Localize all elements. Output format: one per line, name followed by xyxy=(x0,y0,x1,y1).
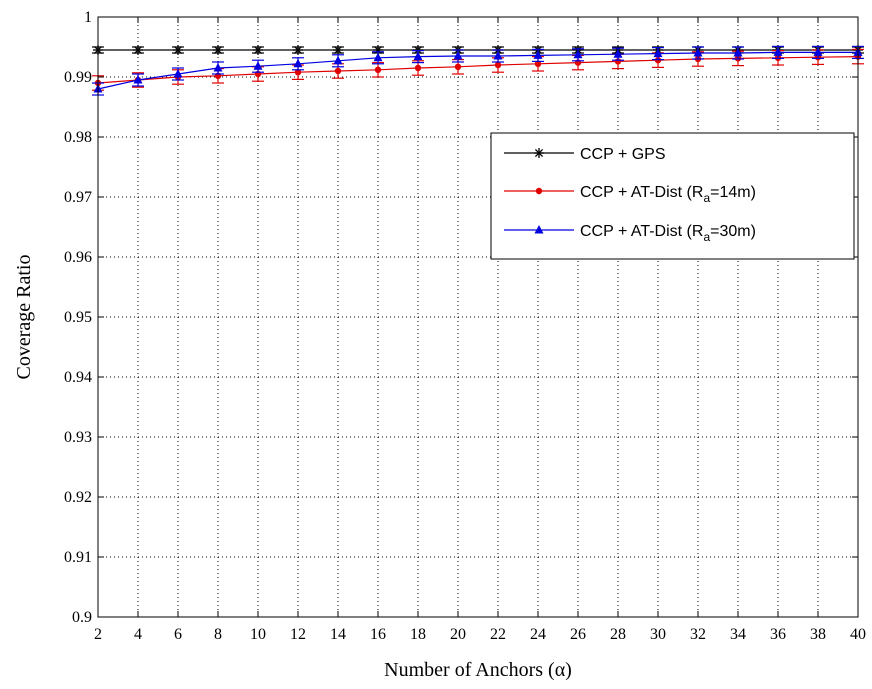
circle-marker xyxy=(654,57,662,64)
legend-box xyxy=(490,132,855,260)
x-axis-label: Number of Anchors (α) xyxy=(384,659,572,681)
x-tick-label: 26 xyxy=(570,626,586,643)
triangle-marker xyxy=(453,51,463,60)
y-tick-label: 0.93 xyxy=(64,429,92,446)
legend-label-main: CCP + AT-Dist (R xyxy=(580,223,703,240)
star-marker xyxy=(293,45,303,55)
triangle-marker xyxy=(534,225,544,234)
legend-label: CCP + GPS xyxy=(580,146,666,163)
triangle-marker xyxy=(773,47,783,56)
x-tick-label: 16 xyxy=(370,626,386,643)
legend-label-suffix: =14m) xyxy=(710,184,756,201)
triangle-marker xyxy=(533,50,543,59)
x-tick-label: 14 xyxy=(330,626,346,643)
x-tick-label: 36 xyxy=(770,626,786,643)
circle-marker xyxy=(535,187,543,195)
legend-label-main: CCP + GPS xyxy=(580,146,666,163)
star-marker xyxy=(534,148,544,158)
x-tick-label: 12 xyxy=(290,626,306,643)
x-tick-label: 10 xyxy=(250,626,266,643)
x-tick-label: 8 xyxy=(214,626,222,643)
grid xyxy=(98,17,858,617)
y-tick-label: 0.98 xyxy=(64,129,92,146)
y-tick-label: 0.96 xyxy=(64,249,92,266)
series-layer xyxy=(92,45,864,96)
y-tick-label: 0.95 xyxy=(64,309,92,326)
triangle-marker xyxy=(613,49,623,58)
x-tick-label: 22 xyxy=(490,626,506,643)
legend-label: CCP + AT-Dist (Ra=14m) xyxy=(580,184,756,205)
x-tick-label: 28 xyxy=(610,626,626,643)
circle-marker xyxy=(454,63,462,70)
triangle-marker xyxy=(333,55,343,65)
series-3 xyxy=(92,45,864,96)
circle-marker xyxy=(334,67,342,75)
x-tick-label: 34 xyxy=(730,626,746,643)
star-marker xyxy=(253,45,263,55)
y-tick-label: 0.94 xyxy=(64,369,92,386)
triangle-marker xyxy=(133,75,143,84)
triangle-marker xyxy=(173,69,183,78)
y-tick-label: 1 xyxy=(84,9,92,26)
triangle-marker xyxy=(253,61,263,70)
triangle-marker xyxy=(733,48,743,57)
legend-label-suffix: =30m) xyxy=(710,223,756,240)
y-tick-label: 0.91 xyxy=(64,549,92,566)
circle-marker xyxy=(494,61,502,69)
triangle-marker xyxy=(813,47,823,56)
series-line xyxy=(97,51,858,90)
triangle-marker xyxy=(213,63,223,72)
star-marker xyxy=(333,45,343,55)
star-marker xyxy=(133,45,143,55)
triangle-marker xyxy=(413,51,423,61)
x-tick-label: 20 xyxy=(450,626,466,643)
triangle-marker xyxy=(293,58,303,68)
circle-marker xyxy=(374,66,382,74)
circle-marker xyxy=(534,60,542,67)
triangle-marker xyxy=(653,48,663,58)
x-tick-label: 6 xyxy=(174,626,182,643)
legend-label-main: CCP + AT-Dist (R xyxy=(580,184,703,201)
triangle-marker xyxy=(493,51,503,60)
circle-marker xyxy=(294,69,302,76)
x-tick-label: 30 xyxy=(650,626,666,643)
y-axis-label: Coverage Ratio xyxy=(13,255,35,380)
x-tick-label: 18 xyxy=(410,626,426,643)
legend-item-1: CCP + GPS xyxy=(504,146,666,163)
x-tick-label: 4 xyxy=(134,626,142,643)
triangle-marker xyxy=(573,49,583,59)
y-tick-label: 0.97 xyxy=(64,189,92,206)
triangle-marker xyxy=(373,52,383,62)
circle-marker xyxy=(414,64,422,72)
legend-item-3: CCP + AT-Dist (Ra=30m) xyxy=(504,223,756,244)
axis-ticks: 2 4 6 8 10 12 14 16 18 20 22 24 26 28 30 32 34 36 38 400.90… xyxy=(64,9,866,643)
x-tick-label: 40 xyxy=(850,626,866,643)
legend-label: CCP + AT-Dist (Ra=30m) xyxy=(580,223,756,244)
star-marker xyxy=(213,45,223,55)
x-tick-label: 24 xyxy=(530,626,546,643)
legend-label-subscript: a xyxy=(703,191,710,205)
y-tick-label: 0.9 xyxy=(72,609,92,626)
legend-item-2: CCP + AT-Dist (Ra=14m) xyxy=(504,184,756,205)
y-tick-label: 0.99 xyxy=(64,69,92,86)
triangle-marker xyxy=(693,48,703,57)
x-tick-label: 2 xyxy=(94,626,102,643)
x-tick-label: 38 xyxy=(810,626,826,643)
series-1 xyxy=(92,45,864,55)
y-tick-label: 0.92 xyxy=(64,489,92,506)
x-tick-label: 32 xyxy=(690,626,706,643)
legend-label-subscript: a xyxy=(703,230,710,244)
star-marker xyxy=(173,45,183,55)
series-line xyxy=(97,56,859,84)
